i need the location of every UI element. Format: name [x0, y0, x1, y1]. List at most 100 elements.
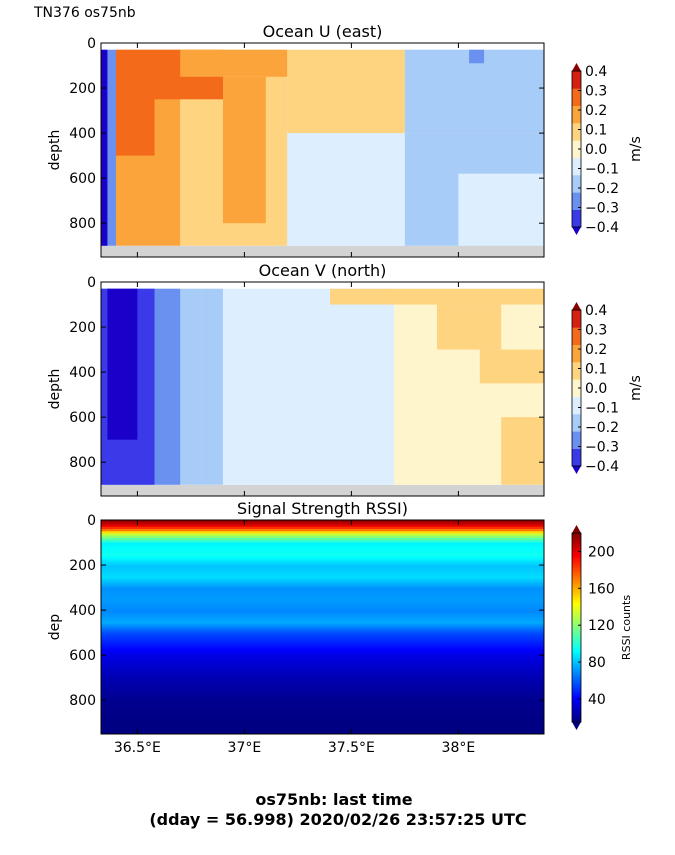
heatmap-row — [101, 691, 544, 694]
y-tick-label: 400 — [69, 126, 96, 142]
heatmap-row — [101, 628, 544, 631]
heatmap-cell — [479, 349, 544, 384]
colorbar-tick-label: −0.2 — [585, 420, 619, 436]
y-tick-label: 200 — [69, 81, 96, 97]
y-tick-label: 600 — [69, 410, 96, 426]
colorbar-tick-label: 80 — [588, 655, 606, 671]
y-tick-label: 0 — [87, 275, 96, 291]
heatmap-row — [101, 598, 544, 602]
colorbar-segment — [572, 310, 581, 328]
colorbar-tick-label: −0.1 — [585, 162, 619, 178]
heatmap-row — [101, 567, 544, 571]
heatmap-row — [101, 700, 544, 703]
colorbar-segment — [572, 431, 581, 449]
colorbar-extend-min — [572, 227, 581, 235]
y-tick-label: 800 — [69, 693, 96, 709]
heatmap-row — [101, 727, 544, 730]
heatmap-row — [101, 639, 544, 643]
heatmap-row — [101, 544, 544, 548]
heatmap-cell — [222, 76, 266, 224]
heatmap-row — [101, 729, 544, 733]
colorbar-tick-label: −0.1 — [585, 401, 619, 417]
heatmap-row — [101, 668, 544, 672]
y-axis-label: dep — [47, 614, 63, 641]
y-axis-label: depth — [47, 130, 63, 171]
colorbar-label: RSSI counts — [620, 595, 633, 660]
y-tick-label: 600 — [69, 171, 96, 187]
heatmap-row — [101, 585, 544, 589]
colorbar-tick-label: −0.3 — [585, 201, 619, 217]
colorbar-tick-label: 0.3 — [585, 84, 607, 100]
colorbar-label: m/s — [628, 136, 644, 162]
heatmap-cell — [107, 288, 138, 440]
plot-frame — [100, 519, 545, 735]
heatmap-row — [101, 596, 544, 600]
heatmap-row — [101, 558, 544, 562]
heatmap-row — [101, 695, 544, 699]
y-tick-label: 200 — [69, 320, 96, 336]
colorbar-label: m/s — [628, 375, 644, 401]
heatmap-row — [101, 715, 544, 719]
colorbar-segment — [572, 88, 581, 106]
panel-ocean-v: Ocean V (north)0200400600800depth0.40.30… — [47, 261, 644, 497]
colorbar-segment — [572, 379, 581, 397]
heatmap-row — [101, 574, 544, 577]
heatmap-row — [101, 655, 544, 658]
colorbar-segment — [572, 414, 581, 432]
heatmap-row — [101, 637, 544, 640]
heatmap-cell — [287, 49, 405, 134]
heatmap-row — [101, 583, 544, 586]
heatmap-row — [101, 571, 544, 575]
colorbar-segment — [572, 157, 581, 176]
heatmap-row — [101, 661, 544, 665]
colorbar-frame — [571, 309, 582, 467]
heatmap-row — [101, 551, 544, 555]
heatmap-cell — [180, 49, 288, 77]
heatmap-row — [101, 677, 544, 681]
heatmap-row — [101, 553, 544, 557]
heatmap-row — [101, 693, 544, 697]
heatmap-row — [101, 565, 544, 568]
heatmap-row — [101, 630, 544, 634]
heatmap-row — [101, 580, 544, 584]
heatmap-cell — [501, 417, 544, 485]
colorbar-tick-label: 200 — [588, 544, 615, 560]
heatmap-row — [101, 612, 544, 616]
heatmap-row — [101, 605, 544, 609]
heatmap-row — [101, 718, 544, 721]
heatmap-row — [101, 623, 544, 627]
heatmap-row — [101, 722, 544, 726]
colorbar-gradient — [572, 533, 581, 722]
y-tick-label: 800 — [69, 216, 96, 232]
heatmap-row — [101, 556, 544, 559]
heatmap-row — [101, 709, 544, 712]
heatmap-cell — [469, 49, 485, 64]
colorbar-segment — [572, 175, 581, 193]
chart-title: Signal Strength RSSI) — [237, 499, 408, 518]
colorbar-frame — [571, 70, 582, 228]
heatmap-row — [101, 664, 544, 667]
heatmap-row — [101, 616, 544, 620]
heatmap-row — [101, 666, 544, 670]
colorbar-tick-label: 0.2 — [585, 342, 607, 358]
colorbar-tick-label: 0.4 — [585, 64, 607, 80]
heatmap-row — [101, 652, 544, 656]
heatmap-row — [101, 632, 544, 636]
colorbar-extend-max — [572, 63, 581, 71]
heatmap-row — [101, 592, 544, 595]
heatmap-row — [101, 526, 544, 530]
heatmap-cell — [329, 288, 544, 305]
heatmap-row — [101, 670, 544, 674]
heatmap-row — [101, 524, 544, 528]
heatmap-row — [101, 549, 544, 553]
colorbar-tick-label: 0.3 — [585, 323, 607, 339]
colorbar-extend-max — [572, 302, 581, 310]
heatmap-row — [101, 531, 544, 535]
colorbar-segment — [572, 209, 581, 228]
colorbar-extend-min — [572, 466, 581, 474]
colorbar-segment — [572, 396, 581, 415]
heatmap-row — [101, 594, 544, 598]
x-tick-label: 36.5°E — [114, 740, 161, 756]
heatmap-row — [101, 625, 544, 629]
colorbar-segment — [572, 71, 581, 89]
